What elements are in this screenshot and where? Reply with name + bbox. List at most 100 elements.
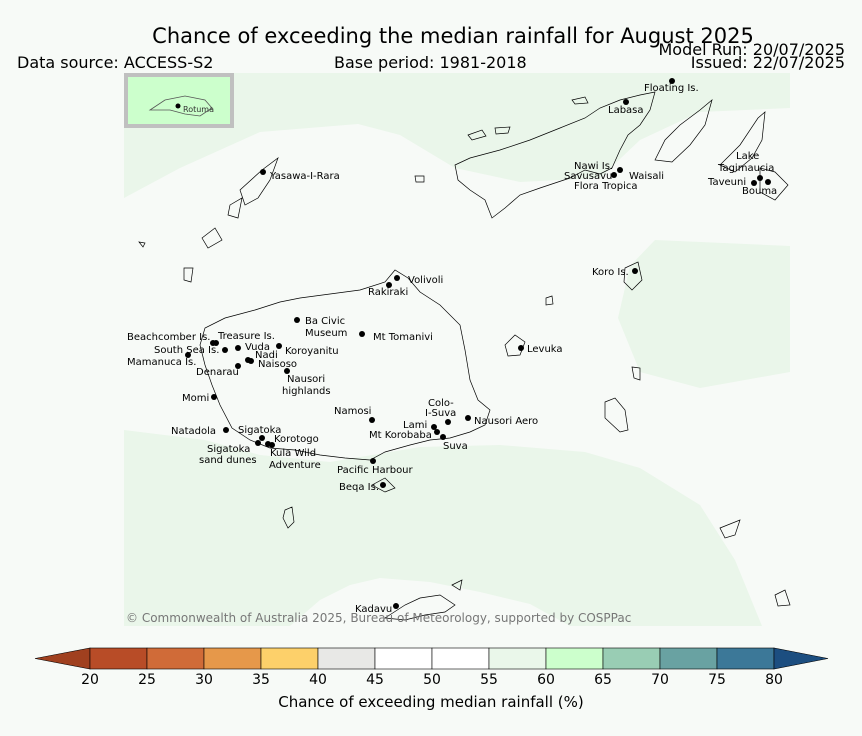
islets-north xyxy=(467,96,589,141)
place-marker xyxy=(248,358,254,364)
place-label: Waisali xyxy=(629,171,664,182)
place-marker xyxy=(394,275,400,281)
place-label: Tagimaucia xyxy=(717,163,774,174)
place-marker xyxy=(235,345,241,351)
colorbar-segment xyxy=(203,647,262,670)
place-label: Beqa Is. xyxy=(339,482,379,493)
colorbar-tick-label: 20 xyxy=(81,672,99,688)
place-label: Natadola xyxy=(171,426,216,437)
place-marker xyxy=(369,417,375,423)
place-marker xyxy=(518,345,524,351)
place-label: Nawi Is. xyxy=(574,161,613,172)
place-marker xyxy=(359,331,365,337)
colorbar-tick-label: 65 xyxy=(594,672,612,688)
copyright-notice: © Commonwealth of Australia 2025, Bureau… xyxy=(126,611,631,625)
issued-label: Issued: 22/07/2025 xyxy=(690,53,845,72)
yasawa-coast-north xyxy=(239,157,279,206)
place-marker xyxy=(757,175,763,181)
place-label: Pacific Harbour xyxy=(337,465,414,476)
vanua-levu-east-coast xyxy=(654,99,713,163)
place-label: Museum xyxy=(305,328,347,339)
place-label: Lami xyxy=(403,420,427,431)
place-label: Ba Civic xyxy=(305,316,345,327)
place-label: Mamanuca Is. xyxy=(127,357,196,368)
place-label: Nausori Aero xyxy=(474,416,538,427)
base-period-label: Base period: 1981-2018 xyxy=(334,53,527,72)
place-marker xyxy=(386,282,392,288)
place-label: Denarau xyxy=(196,367,239,378)
colorbar-segment xyxy=(716,647,775,670)
place-marker xyxy=(465,415,471,421)
place-label: Sigatoka xyxy=(238,425,281,436)
place-label: I-Suva xyxy=(425,408,456,419)
place-marker xyxy=(623,99,629,105)
colorbar-tick-label: 45 xyxy=(366,672,384,688)
place-label: Treasure Is. xyxy=(217,331,275,342)
koro-coast xyxy=(623,261,643,291)
colorbar-tick-label: 60 xyxy=(537,672,555,688)
model-run-label: Model Run: 20/07/2025 xyxy=(658,40,846,59)
vanua-levu-coast xyxy=(454,91,656,219)
colorbar-segment xyxy=(317,647,376,670)
place-label: Colo- xyxy=(428,398,454,409)
colorbar-title: Chance of exceeding median rainfall (%) xyxy=(278,693,584,711)
colorbar-segment xyxy=(89,647,148,670)
place-label: Sigatoka xyxy=(207,444,250,455)
place-label: Namosi xyxy=(334,406,371,417)
place-marker xyxy=(393,603,399,609)
colorbar-tick-label: 70 xyxy=(651,672,669,688)
place-marker xyxy=(669,78,675,84)
colorbar-extend-high xyxy=(773,647,829,670)
place-label: Nausori xyxy=(287,374,325,385)
place-marker xyxy=(269,442,275,448)
place-label: Levuka xyxy=(527,344,563,355)
place-marker xyxy=(185,352,191,358)
place-marker xyxy=(434,429,440,435)
place-marker xyxy=(276,343,282,349)
colorbar-tick-label: 25 xyxy=(138,672,156,688)
place-marker xyxy=(440,434,446,440)
place-marker xyxy=(284,368,290,374)
place-marker xyxy=(431,424,437,430)
colorbar-segment xyxy=(488,647,547,670)
place-label: Kadavu xyxy=(355,604,392,615)
place-label: Suva xyxy=(443,441,468,452)
place-marker xyxy=(210,340,216,346)
place-marker xyxy=(765,179,771,185)
place-label: Floating Is. xyxy=(644,83,699,94)
colorbar-tick-label: 75 xyxy=(708,672,726,688)
rotuma-marker xyxy=(175,103,181,109)
place-label: Korotogo xyxy=(274,434,319,445)
place-label: Adventure xyxy=(269,460,321,471)
rotuma-label: Rotuma xyxy=(183,105,214,114)
colorbar-tick-label: 80 xyxy=(765,672,783,688)
place-marker xyxy=(294,317,300,323)
place-label: Bouma xyxy=(742,186,777,197)
colorbar-tick-label: 55 xyxy=(480,672,498,688)
colorbar-segment xyxy=(374,647,433,670)
rotuma-coast xyxy=(148,95,213,117)
place-label: Flora Tropica xyxy=(574,181,637,192)
place-label: Beachcomber Is. xyxy=(127,332,210,343)
colorbar xyxy=(34,647,829,670)
lomaiviti-islets xyxy=(545,295,641,381)
colorbar-tick-label: 30 xyxy=(195,672,213,688)
place-label: highlands xyxy=(282,386,331,397)
coastlines xyxy=(138,91,791,621)
place-label: Labasa xyxy=(608,105,644,116)
place-label: Vuda xyxy=(245,342,270,353)
data-source-label: Data source: ACCESS-S2 xyxy=(17,53,214,72)
taveuni-coast xyxy=(719,111,766,173)
place-marker xyxy=(617,167,623,173)
colorbar-segment xyxy=(545,647,604,670)
place-label: Koroyanitu xyxy=(285,346,339,357)
place-label: Rakiraki xyxy=(368,287,408,298)
colorbar-segment xyxy=(431,647,490,670)
place-label: sand dunes xyxy=(199,455,257,466)
yasawa-coast-south xyxy=(138,197,243,283)
place-label: Nadi xyxy=(255,350,278,361)
place-marker xyxy=(223,427,229,433)
place-marker xyxy=(751,180,757,186)
